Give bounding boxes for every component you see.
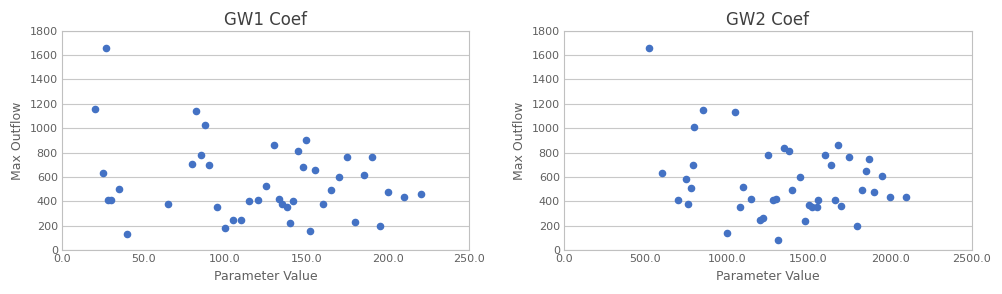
Point (719, 231, 735, 235)
Title: GW1 Coef: GW1 Coef (224, 11, 308, 29)
Point (801, 203, 817, 207)
Point (413, 192, 429, 196)
Point (817, 153, 833, 157)
Point (743, 197, 760, 201)
Point (866, 189, 882, 194)
Point (735, 184, 752, 189)
Point (811, 198, 827, 203)
Point (258, 183, 274, 188)
Point (372, 223, 388, 228)
Point (683, 186, 699, 190)
Point (266, 143, 282, 148)
Point (842, 155, 858, 160)
Point (233, 217, 249, 222)
Point (160, 201, 176, 206)
Point (296, 165, 312, 170)
Point (103, 198, 119, 203)
Point (208, 205, 224, 210)
Point (827, 198, 843, 203)
Point (670, 198, 686, 203)
Point (286, 199, 302, 204)
Point (283, 221, 299, 226)
Point (768, 197, 784, 201)
Point (752, 217, 768, 222)
Point (824, 163, 840, 167)
Title: GW2 Coef: GW2 Coef (726, 11, 810, 29)
Point (241, 199, 258, 204)
Point (302, 229, 318, 234)
Point (855, 188, 871, 193)
X-axis label: Parameter Value: Parameter Value (213, 270, 318, 283)
Point (86, 106, 102, 111)
Point (694, 108, 710, 112)
Point (356, 172, 372, 177)
Point (765, 197, 781, 202)
Point (340, 155, 356, 160)
Point (882, 194, 898, 199)
Point (874, 173, 890, 178)
Point (95, 171, 111, 176)
Point (315, 201, 331, 206)
Point (858, 168, 874, 173)
Point (640, 45, 656, 50)
Point (271, 197, 287, 201)
Point (119, 232, 135, 237)
Point (380, 189, 396, 194)
Point (678, 177, 694, 182)
Point (809, 205, 825, 210)
Point (850, 223, 866, 228)
Point (396, 194, 412, 199)
X-axis label: Parameter Value: Parameter Value (716, 270, 820, 283)
Point (830, 143, 846, 148)
Point (781, 149, 797, 154)
Point (680, 201, 696, 206)
Point (755, 216, 771, 221)
Point (200, 163, 216, 167)
Point (111, 187, 127, 192)
Point (225, 217, 241, 222)
Point (291, 149, 307, 154)
Point (760, 153, 776, 157)
Point (187, 109, 203, 113)
Point (833, 204, 849, 209)
Point (686, 125, 702, 129)
Point (727, 110, 743, 115)
Point (249, 198, 266, 203)
Point (793, 175, 809, 179)
Point (804, 205, 820, 210)
Point (364, 155, 380, 160)
Point (274, 202, 290, 207)
Point (348, 220, 364, 225)
Point (217, 225, 233, 230)
Point (899, 194, 915, 199)
Point (861, 156, 877, 161)
Point (785, 188, 801, 193)
Point (197, 122, 213, 127)
Point (299, 138, 315, 143)
Point (99, 198, 115, 203)
Point (184, 161, 200, 166)
Y-axis label: Max Outflow: Max Outflow (513, 101, 526, 180)
Point (653, 171, 669, 176)
Point (770, 238, 786, 243)
Point (776, 145, 792, 150)
Point (798, 218, 814, 223)
Y-axis label: Max Outflow: Max Outflow (11, 101, 24, 180)
Point (192, 153, 208, 157)
Point (279, 205, 295, 210)
Point (684, 163, 700, 167)
Point (732, 205, 748, 210)
Point (323, 188, 339, 193)
Point (331, 175, 347, 179)
Point (307, 167, 323, 172)
Point (98, 45, 114, 50)
